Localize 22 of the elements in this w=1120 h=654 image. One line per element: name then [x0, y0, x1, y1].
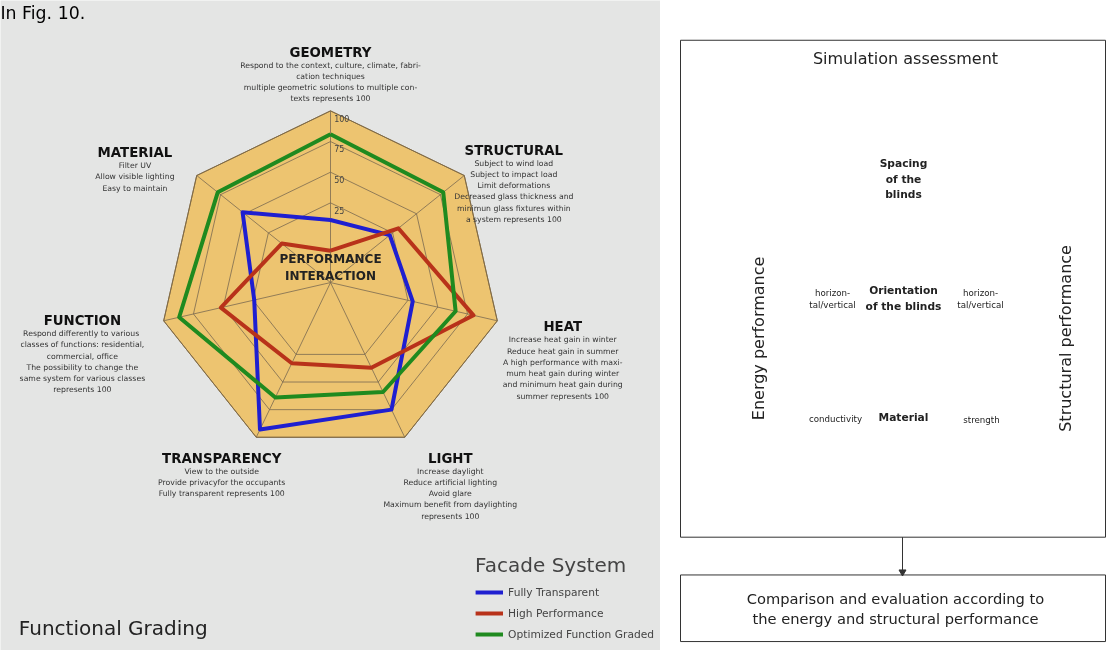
- text: Simulation assessment: [812, 48, 999, 68]
- y-tick-label: 25: [334, 206, 345, 216]
- legend-label: Fully Transparent: [508, 585, 600, 599]
- text: horizon- tal/vertical: [957, 287, 1004, 310]
- text: conductivity: [808, 413, 863, 424]
- text: Structural performance: [1056, 245, 1075, 432]
- text: horizon- tal/vertical: [809, 287, 856, 310]
- text: Comparison and evaluation according to the energy and structural performance: [746, 590, 1045, 628]
- text: Functional Grading: [18, 616, 208, 641]
- legend-label: Optimized Function Graded: [508, 627, 654, 641]
- y-tick-label: 100: [334, 114, 350, 124]
- text: Orientation of the blinds: [865, 284, 942, 313]
- text: Energy performance: [749, 256, 768, 421]
- y-tick-label: 50: [334, 175, 345, 185]
- legend-title: Facade System: [475, 553, 628, 577]
- text: Spacing of the blinds: [879, 157, 928, 202]
- text: PERFORMANCE INTERACTION: [279, 252, 382, 284]
- text: strength: [963, 414, 1000, 425]
- y-tick-label: 75: [334, 145, 345, 155]
- text: Material: [878, 411, 929, 425]
- text: In Fig. 10.: [0, 2, 86, 23]
- legend-label: High Performance: [508, 606, 604, 620]
